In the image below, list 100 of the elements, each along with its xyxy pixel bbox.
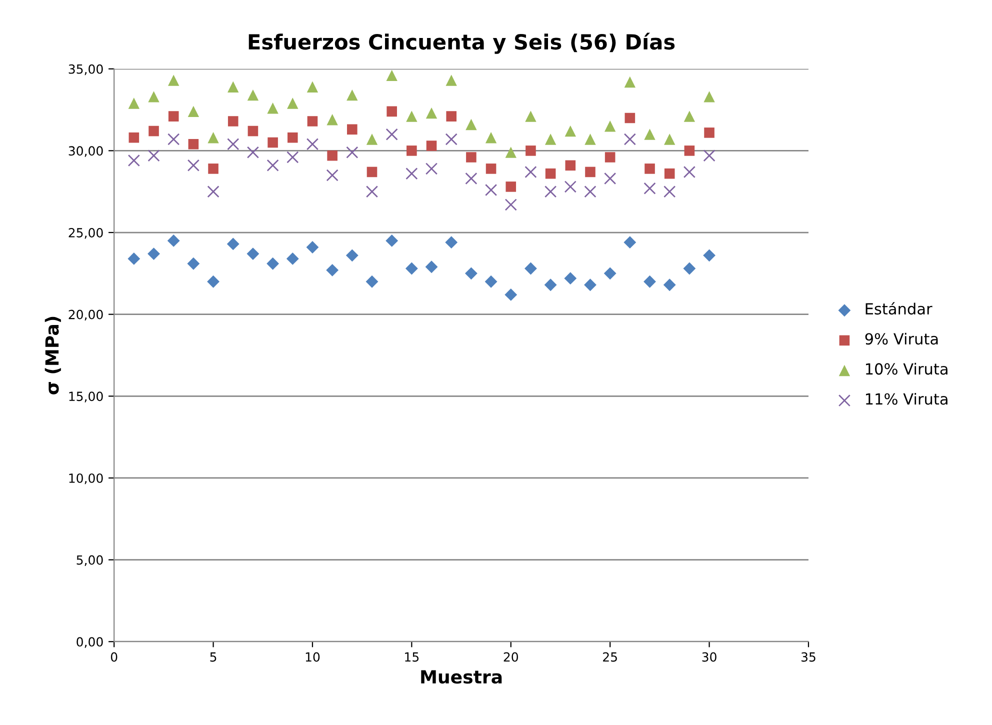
point: [268, 137, 278, 148]
point: [148, 91, 160, 102]
point: [148, 126, 159, 136]
point: [306, 241, 319, 254]
point: [663, 278, 676, 292]
point: [464, 267, 478, 280]
point: [425, 162, 438, 175]
point: [664, 186, 676, 198]
point: [247, 89, 259, 101]
point: [306, 138, 319, 150]
point: [525, 110, 536, 122]
x-tick-label: 30: [702, 652, 716, 662]
point: [505, 146, 516, 158]
point: [286, 252, 299, 265]
point: [486, 164, 496, 174]
point: [128, 98, 140, 109]
point: [168, 111, 179, 122]
legend-label: Estándar: [866, 302, 932, 315]
point: [564, 125, 576, 137]
y-tick-label: 35,00: [68, 64, 103, 76]
x-tick-label: 5: [210, 652, 216, 662]
point: [446, 111, 457, 122]
point: [485, 132, 497, 144]
point: [286, 151, 299, 164]
x-tick-label: 20: [504, 652, 518, 662]
point: [267, 102, 278, 114]
point: [565, 160, 576, 171]
point: [585, 166, 596, 178]
point: [644, 182, 656, 194]
point: [466, 152, 476, 162]
point: [426, 107, 438, 119]
y-tick-label: 30,00: [68, 146, 103, 157]
point: [684, 146, 695, 156]
point: [188, 106, 200, 118]
point: [326, 264, 339, 276]
point: [524, 262, 537, 275]
y-tick-label: 25,00: [68, 228, 103, 239]
point: [346, 89, 358, 101]
point: [406, 146, 417, 156]
point: [484, 275, 498, 288]
point: [564, 180, 576, 193]
point: [208, 132, 219, 144]
point: [128, 154, 140, 167]
point: [386, 128, 398, 140]
point: [326, 169, 338, 182]
point: [366, 186, 378, 198]
point: [148, 150, 160, 162]
point: [683, 166, 696, 178]
y-tick-label: 20,00: [68, 310, 103, 321]
point: [326, 114, 338, 126]
point: [446, 74, 457, 86]
point: [524, 166, 537, 178]
point: [664, 134, 676, 145]
point: [644, 275, 656, 288]
y-axis-title: σ (MPa): [44, 316, 61, 394]
x-tick-label: 15: [405, 652, 419, 662]
point: [346, 249, 358, 262]
point: [228, 116, 238, 126]
point: [624, 76, 636, 88]
point: [545, 168, 556, 179]
y-tick-label: 5,00: [76, 555, 103, 566]
point: [704, 91, 715, 102]
point: [624, 236, 636, 249]
point: [327, 150, 338, 161]
point: [584, 134, 596, 145]
point: [584, 278, 596, 292]
point: [544, 278, 557, 292]
point: [228, 81, 239, 92]
point: [544, 186, 557, 198]
point: [564, 272, 577, 285]
point: [683, 262, 696, 275]
point: [246, 146, 260, 158]
point: [526, 146, 536, 156]
point: [644, 128, 656, 140]
point: [484, 184, 498, 196]
point: [287, 98, 298, 109]
point: [207, 186, 220, 198]
point: [426, 140, 437, 151]
point: [624, 133, 636, 146]
y-tick-label: 15,00: [69, 392, 103, 402]
point: [207, 275, 220, 288]
point: [445, 133, 458, 146]
point: [684, 110, 696, 122]
x-tick-label: 35: [801, 652, 816, 662]
point: [504, 288, 518, 301]
point: [604, 120, 616, 132]
point: [405, 262, 418, 275]
point: [703, 249, 716, 262]
point: [227, 138, 240, 150]
point: [188, 139, 199, 150]
point: [704, 128, 714, 138]
x-tick-label: 10: [306, 652, 320, 662]
point: [167, 234, 180, 247]
point: [584, 186, 596, 198]
point: [246, 248, 260, 260]
point: [604, 267, 616, 280]
point: [266, 159, 279, 172]
point: [465, 172, 478, 185]
point: [226, 238, 240, 250]
point: [168, 74, 180, 86]
